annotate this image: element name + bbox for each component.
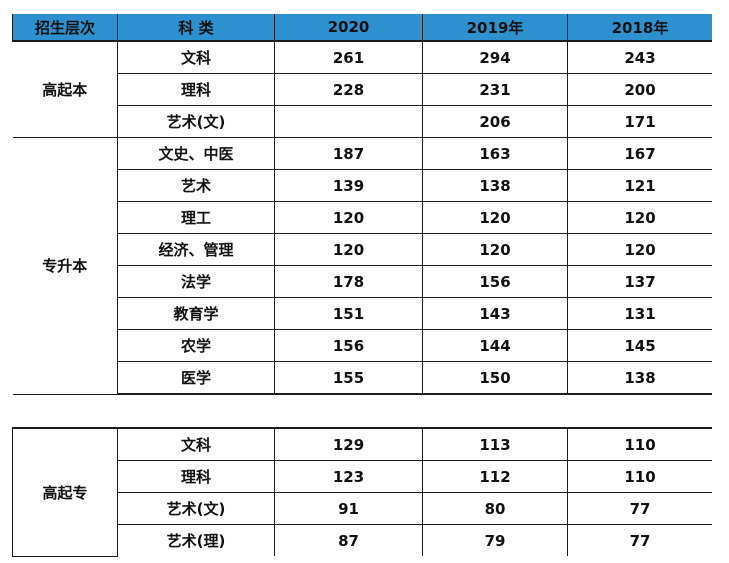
value-2019-cell: 120 bbox=[422, 233, 568, 266]
value-2018-cell: 137 bbox=[567, 265, 712, 298]
subject-cell: 理科 bbox=[117, 460, 275, 493]
value-2018-cell: 110 bbox=[567, 460, 712, 493]
value-2019-cell: 113 bbox=[422, 428, 568, 461]
value-2020-cell: 228 bbox=[274, 73, 423, 106]
value-2018-cell: 200 bbox=[567, 73, 712, 106]
subject-cell: 理工 bbox=[117, 201, 275, 234]
table-row: 经济、管理 120 120 120 bbox=[13, 233, 712, 266]
table-row: 医学 155 150 138 bbox=[13, 361, 712, 395]
value-2019-cell: 112 bbox=[422, 460, 568, 493]
table-row: 法学 178 156 137 bbox=[13, 265, 712, 298]
table-row: 高起本 文科 261 294 243 bbox=[12, 41, 712, 138]
value-2018-cell: 131 bbox=[567, 297, 712, 330]
subject-cell: 艺术(文) bbox=[117, 492, 275, 525]
value-2020-cell: 120 bbox=[274, 201, 423, 234]
level-cell: 高起本 bbox=[12, 41, 118, 138]
table-row: 专升本 文史、中医 187 163 167 bbox=[12, 137, 712, 395]
header-row: 招生层次 科 类 2020 2019年 2018年 bbox=[12, 14, 712, 42]
table-row: 艺术(文) 91 80 77 bbox=[13, 492, 712, 525]
subject-cell: 教育学 bbox=[117, 297, 275, 330]
subject-cell: 医学 bbox=[117, 361, 275, 395]
value-2019-cell: 143 bbox=[422, 297, 568, 330]
subject-cell: 农学 bbox=[117, 329, 275, 362]
value-2019-cell: 138 bbox=[422, 169, 568, 202]
table-row: 理工 120 120 120 bbox=[13, 201, 712, 234]
score-table-main: 招生层次 科 类 2020 2019年 2018年 高起本 文科 261 294 243… bbox=[12, 14, 712, 395]
header-2020: 2020 bbox=[274, 14, 423, 42]
subject-cell: 文史、中医 bbox=[117, 137, 275, 170]
value-2018-cell: 120 bbox=[567, 201, 712, 234]
subject-cell: 艺术 bbox=[117, 169, 275, 202]
header-2019: 2019年 bbox=[422, 14, 568, 42]
header-subject: 科 类 bbox=[117, 14, 275, 42]
value-2020-cell: 129 bbox=[274, 428, 423, 461]
subject-cell: 艺术(理) bbox=[117, 524, 275, 556]
value-2020-cell: 187 bbox=[274, 137, 423, 170]
subject-cell: 艺术(文) bbox=[117, 105, 275, 138]
value-2020-cell: 87 bbox=[274, 524, 423, 556]
value-2018-cell: 138 bbox=[567, 361, 712, 395]
value-2019-cell: 80 bbox=[422, 492, 568, 525]
header-level: 招生层次 bbox=[12, 14, 118, 42]
table-row: 艺术(文) 206 171 bbox=[13, 105, 712, 138]
header-2018: 2018年 bbox=[567, 14, 712, 42]
value-2018-cell: 77 bbox=[567, 492, 712, 525]
level-cell: 高起专 bbox=[12, 428, 118, 557]
table-row: 理科 228 231 200 bbox=[13, 73, 712, 106]
subject-cell: 经济、管理 bbox=[117, 233, 275, 266]
score-table-sub: 高起专 文科 129 113 110 理科 123 112 110 艺术(文) 91 80 77 艺术(理… bbox=[12, 427, 712, 557]
value-2018-cell: 145 bbox=[567, 329, 712, 362]
value-2020-cell: 156 bbox=[274, 329, 423, 362]
value-2018-cell: 243 bbox=[567, 41, 712, 74]
subject-cell: 文科 bbox=[117, 428, 275, 461]
table-row: 教育学 151 143 131 bbox=[13, 297, 712, 330]
value-2020-cell: 120 bbox=[274, 233, 423, 266]
level-cell: 专升本 bbox=[12, 137, 118, 395]
table-row: 理科 123 112 110 bbox=[13, 460, 712, 493]
value-2018-cell: 77 bbox=[629, 531, 651, 550]
subject-cell: 理科 bbox=[117, 73, 275, 106]
value-2020-cell: 91 bbox=[274, 492, 423, 525]
value-2019-cell: 156 bbox=[422, 265, 568, 298]
value-2019-cell: 120 bbox=[422, 201, 568, 234]
value-2019-cell: 206 bbox=[422, 105, 568, 138]
value-2019-cell: 163 bbox=[422, 137, 568, 170]
table-row: 艺术(理) 87 79 77 bbox=[13, 524, 713, 556]
value-2018-cell: 110 bbox=[567, 428, 712, 461]
value-2020-cell: 261 bbox=[274, 41, 423, 74]
value-2020-cell: 151 bbox=[274, 297, 423, 330]
value-2018-cell: 121 bbox=[567, 169, 712, 202]
subject-cell: 法学 bbox=[117, 265, 275, 298]
value-2018-cell: 171 bbox=[567, 105, 712, 138]
value-2019-cell: 144 bbox=[422, 329, 568, 362]
value-2019-cell: 79 bbox=[422, 524, 568, 556]
value-2019-cell: 231 bbox=[422, 73, 568, 106]
value-2020-cell bbox=[274, 105, 423, 138]
value-2018-cell: 167 bbox=[567, 137, 712, 170]
value-2020-cell: 139 bbox=[274, 169, 423, 202]
table-row: 艺术 139 138 121 bbox=[13, 169, 712, 202]
value-2018-cell: 120 bbox=[567, 233, 712, 266]
value-2020-cell: 178 bbox=[274, 265, 423, 298]
value-2020-cell: 155 bbox=[274, 361, 423, 395]
value-2019-cell: 294 bbox=[422, 41, 568, 74]
table-row: 高起专 文科 129 113 110 bbox=[12, 428, 712, 557]
table-row: 农学 156 144 145 bbox=[13, 329, 712, 362]
subject-cell: 文科 bbox=[117, 41, 275, 74]
value-2020-cell: 123 bbox=[274, 460, 423, 493]
value-2019-cell: 150 bbox=[422, 361, 568, 395]
